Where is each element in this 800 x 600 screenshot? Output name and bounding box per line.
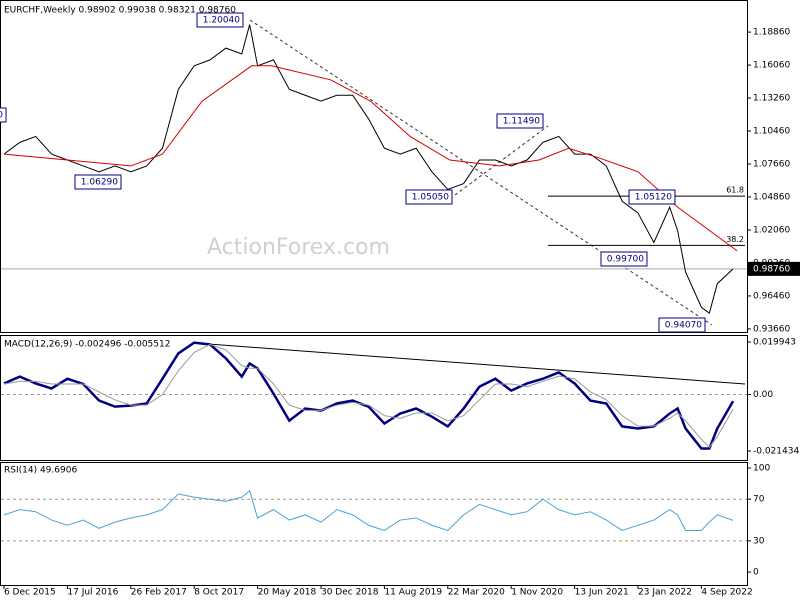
y-tick-label: 1.04860 (753, 193, 790, 203)
rsi-panel (0, 462, 748, 586)
trend-line (454, 125, 549, 196)
series-line (3, 65, 738, 252)
price-label: 1.05120 (635, 193, 672, 203)
fib-label: 61.8 (726, 186, 744, 195)
price-label-box (628, 189, 676, 205)
price-label: 1.11490 (503, 117, 540, 127)
x-tick-label: 13 Jun 2021 (575, 588, 629, 598)
x-tick-label: 17 Jul 2016 (67, 588, 118, 598)
series-line (3, 24, 734, 314)
x-tick-label: 8 Oct 2017 (194, 588, 244, 598)
last-price-label: 0.98760 (753, 264, 790, 274)
price-label-box (74, 174, 122, 190)
x-tick-label: 6 Dec 2015 (4, 588, 56, 598)
price-label: 0.99700 (607, 255, 644, 265)
y-tick-label: -0.021434 (753, 447, 799, 457)
x-tick-label: 4 Sep 2022 (701, 588, 752, 598)
watermark: ActionForex.com (207, 235, 390, 260)
price-label: 0.94070 (665, 321, 702, 331)
macd-header: MACD(12,26,9) -0.002496 -0.005512 (4, 340, 170, 350)
price-label-box (600, 251, 648, 267)
trend-line (249, 19, 713, 326)
series-line (3, 343, 734, 448)
y-tick-label: 1.16060 (753, 61, 790, 71)
y-tick-label: 70 (753, 495, 765, 505)
x-tick-label: 22 Mar 2020 (448, 588, 505, 598)
y-tick-label: 0 (753, 568, 759, 578)
price-label: 0 (0, 111, 3, 121)
y-tick-label: 1.02060 (753, 225, 790, 235)
price-label: 1.05050 (412, 193, 449, 203)
x-tick-label: 11 Aug 2019 (384, 588, 442, 598)
price-header: EURCHF,Weekly 0.98902 0.99038 0.98321 0.… (4, 6, 236, 16)
price-label: 1.20040 (203, 16, 240, 26)
price-label-box (496, 113, 544, 129)
x-tick-label: 26 Feb 2017 (131, 588, 187, 598)
y-tick-label: 1.18860 (753, 28, 790, 38)
x-tick-label: 1 Nov 2020 (511, 588, 563, 598)
series-line (3, 490, 734, 532)
price-label: 1.06290 (81, 178, 118, 188)
x-tick-label: 30 Dec 2018 (321, 588, 379, 598)
y-tick-label: 30 (753, 536, 765, 546)
y-tick-label: 0.019943 (753, 337, 796, 347)
price-label-box (0, 107, 7, 123)
macd-trend-line (194, 342, 746, 385)
price-panel (0, 0, 748, 333)
series-line (3, 341, 735, 450)
y-tick-label: 100 (753, 463, 770, 473)
macd-panel (0, 335, 748, 461)
x-tick-label: 20 May 2018 (258, 588, 317, 598)
y-tick-label: 0.93660 (753, 324, 790, 334)
y-tick-label: 1.07660 (753, 160, 790, 170)
y-tick-label: 0.96460 (753, 291, 790, 301)
y-tick-label: 1.10460 (753, 127, 790, 137)
y-tick-label: 1.13260 (753, 94, 790, 104)
fib-label: 38.2 (726, 235, 744, 244)
rsi-header: RSI(14) 49.6906 (4, 466, 77, 476)
x-tick-label: 23 Jan 2022 (638, 588, 692, 598)
y-tick-label: 0.00 (753, 390, 773, 400)
price-label-box (196, 12, 244, 28)
last-price-box (748, 261, 800, 276)
price-label-box (658, 317, 706, 333)
price-label-box (405, 189, 453, 205)
